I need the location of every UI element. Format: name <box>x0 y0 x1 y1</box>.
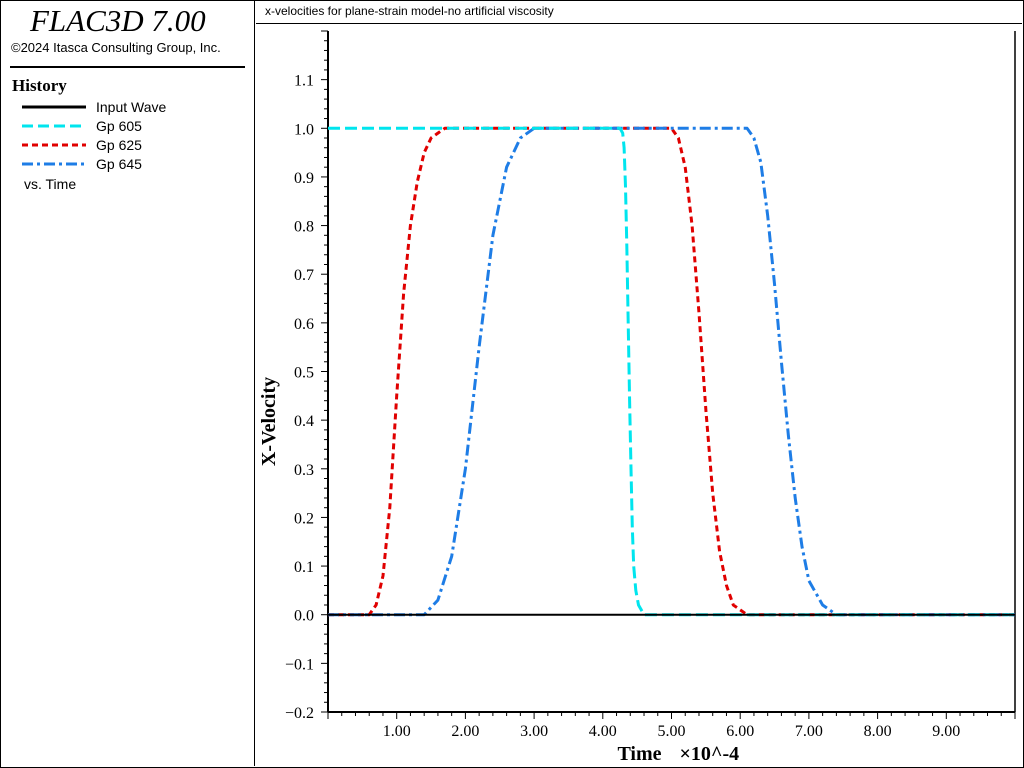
x-tick-label: 2.00 <box>451 723 479 740</box>
legend-panel: FLAC3D 7.00 ©2024 Itasca Consulting Grou… <box>0 0 255 766</box>
x-tick-label: 7.00 <box>795 723 823 740</box>
legend-swatch-gp-645 <box>22 162 86 166</box>
y-tick-label: 0.7 <box>294 267 314 284</box>
y-tick-label: 0.5 <box>294 365 314 382</box>
series-line-gp-605 <box>328 126 1015 617</box>
x-tick-label: 3.00 <box>520 723 548 740</box>
plot-title: x-velocities for plane-strain model-no a… <box>265 4 554 18</box>
legend-label: Gp 645 <box>96 156 142 172</box>
divider <box>10 66 245 68</box>
y-tick-label: 0.3 <box>294 462 314 479</box>
legend-swatch-input-wave <box>22 105 86 109</box>
x-tick-label: 1.00 <box>383 723 411 740</box>
x-tick-label: 6.00 <box>726 723 754 740</box>
x-axis-title-suffix: ×10^-4 <box>680 743 740 765</box>
y-axis-title: X-Velocity <box>258 377 280 466</box>
chart: 1.1 1.0 0.9 0.8 0.7 0.6 0.5 0.4 0.3 0.2 0.1 0.0 −0.1… <box>258 30 1016 765</box>
plot-title-bar: x-velocities for plane-strain model-no a… <box>256 0 1022 24</box>
legend-label: Gp 605 <box>96 118 142 134</box>
x-tick-label: 5.00 <box>658 723 686 740</box>
legend-label: Input Wave <box>96 99 167 115</box>
y-tick-label: 0.0 <box>294 608 314 625</box>
y-tick-label: 0.6 <box>294 316 314 333</box>
history-heading: History <box>12 76 67 95</box>
copyright-text: ©2024 Itasca Consulting Group, Inc. <box>11 40 221 55</box>
y-tick-label: 0.4 <box>294 413 314 430</box>
x-tick-label: 8.00 <box>864 723 892 740</box>
y-tick-label: 1.0 <box>294 121 314 138</box>
y-tick-label: 0.2 <box>294 510 314 527</box>
y-tick-label: −0.2 <box>285 705 314 722</box>
y-tick-label: 0.1 <box>294 559 314 576</box>
series-line-gp-625 <box>328 126 1015 617</box>
legend-label: Gp 625 <box>96 137 142 153</box>
legend-swatch-gp-625 <box>22 143 86 147</box>
y-tick-label: 0.8 <box>294 219 314 236</box>
y-tick-label: 0.9 <box>294 170 314 187</box>
x-axis-title: Time <box>617 743 661 765</box>
x-tick-label: 9.00 <box>932 723 960 740</box>
vs-time-label: vs. Time <box>24 176 77 192</box>
app-title: FLAC3D 7.00 <box>30 3 206 38</box>
series-line-gp-645 <box>328 126 1015 617</box>
y-tick-label: 1.1 <box>294 73 314 90</box>
x-tick-label: 4.00 <box>589 723 617 740</box>
y-tick-label: −0.1 <box>285 656 314 673</box>
legend-swatch-gp-605 <box>22 124 86 128</box>
